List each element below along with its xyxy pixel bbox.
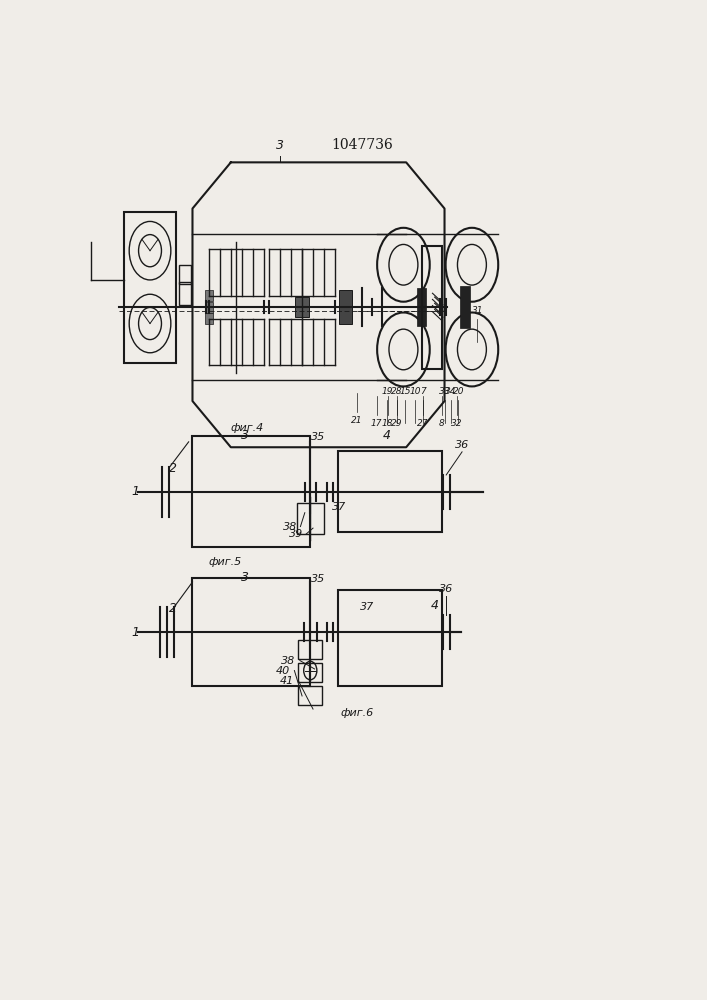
Bar — [204, 290, 214, 301]
Bar — [179, 265, 191, 284]
Text: 36: 36 — [455, 440, 469, 450]
Text: 37: 37 — [332, 502, 346, 512]
Bar — [192, 436, 310, 547]
Text: 27: 27 — [417, 419, 428, 428]
Text: 7: 7 — [420, 387, 426, 396]
Text: 35: 35 — [311, 432, 326, 442]
Text: 34: 34 — [445, 387, 457, 396]
Text: 29: 29 — [391, 419, 402, 428]
Bar — [298, 640, 322, 659]
Bar — [460, 286, 469, 328]
Bar — [298, 663, 322, 682]
Bar — [296, 297, 309, 317]
Text: 1: 1 — [131, 626, 139, 639]
Bar — [298, 686, 322, 705]
Text: 39: 39 — [289, 529, 303, 539]
Bar — [338, 590, 442, 686]
Text: 38: 38 — [284, 522, 298, 532]
Bar — [338, 451, 442, 532]
Text: 37: 37 — [360, 602, 374, 612]
Text: 41: 41 — [279, 676, 294, 686]
Text: фиг.4: фиг.4 — [230, 423, 264, 433]
Text: 4: 4 — [431, 599, 439, 612]
Text: 4: 4 — [383, 429, 391, 442]
Text: 10: 10 — [409, 387, 421, 396]
Text: 3: 3 — [240, 429, 249, 442]
Bar — [421, 246, 443, 369]
Bar — [297, 503, 324, 534]
Text: 18: 18 — [382, 419, 393, 428]
Text: 8: 8 — [439, 419, 445, 428]
Text: 31: 31 — [472, 306, 483, 315]
Bar — [416, 288, 426, 326]
Text: 21: 21 — [351, 416, 363, 425]
Bar — [204, 313, 214, 324]
Text: 38: 38 — [281, 656, 296, 666]
Bar — [204, 302, 214, 312]
Bar — [192, 578, 310, 686]
Text: 1: 1 — [131, 485, 139, 498]
Text: 28: 28 — [391, 387, 402, 396]
Text: 20: 20 — [452, 387, 464, 396]
Text: фиг.6: фиг.6 — [341, 708, 374, 718]
Text: 35: 35 — [311, 574, 326, 584]
Text: 33: 33 — [439, 387, 451, 396]
Text: 19: 19 — [381, 387, 393, 396]
Bar — [179, 282, 191, 305]
Text: 17: 17 — [371, 419, 382, 428]
Text: 15: 15 — [399, 387, 411, 396]
Text: 2: 2 — [169, 602, 177, 615]
Text: 40: 40 — [276, 666, 290, 676]
Text: 32: 32 — [451, 419, 462, 428]
Text: фиг.5: фиг.5 — [209, 557, 242, 567]
Text: 3: 3 — [276, 139, 284, 152]
Bar — [339, 290, 353, 324]
Text: 2: 2 — [169, 462, 177, 475]
Bar — [124, 212, 176, 363]
Text: 1047736: 1047736 — [332, 138, 393, 152]
Text: 3: 3 — [240, 571, 249, 584]
Text: 36: 36 — [438, 584, 452, 594]
